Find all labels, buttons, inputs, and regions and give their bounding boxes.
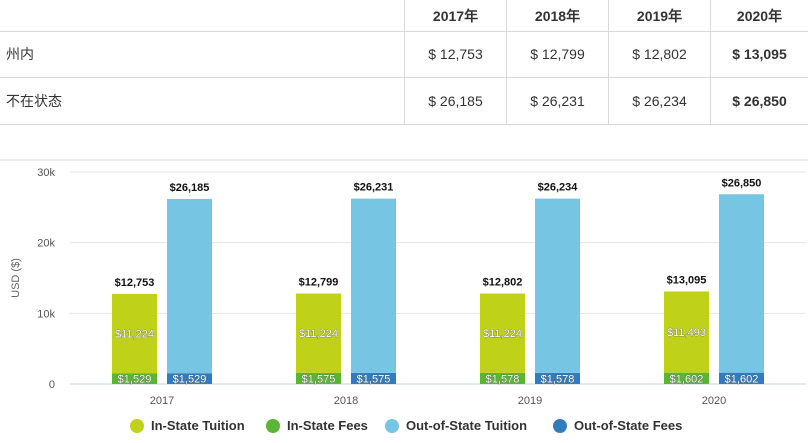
bar-segment-in-state-tuition bbox=[480, 293, 525, 373]
y-axis-label: USD ($) bbox=[10, 258, 22, 298]
y-tick-label: 20k bbox=[37, 238, 55, 250]
row-label: 州内 bbox=[6, 46, 34, 62]
data-label: $1,529 bbox=[118, 374, 152, 386]
data-label: $11,224 bbox=[115, 329, 154, 341]
chart-legend: In-State Tuition In-State Fees Out-of-St… bbox=[0, 418, 808, 442]
y-tick-label: 0 bbox=[49, 379, 55, 391]
data-label: $11,224 bbox=[483, 328, 522, 340]
total-label: $26,850 bbox=[722, 177, 762, 189]
bar-segment-in-state-fees bbox=[296, 372, 341, 384]
legend-marker bbox=[130, 418, 144, 433]
legend-marker bbox=[553, 418, 567, 433]
row-label: 不在状态 bbox=[6, 93, 62, 109]
data-label: $1,578 bbox=[486, 373, 520, 385]
total-label: $12,799 bbox=[299, 277, 339, 289]
column-divider bbox=[506, 0, 507, 124]
bar-segment-in-state-fees bbox=[112, 373, 157, 384]
data-label: $1,602 bbox=[725, 373, 759, 385]
table-row: 不在状态 $ 26,185 $ 26,231 $ 26,234 $ 26,850 bbox=[0, 78, 808, 125]
data-label: $1,602 bbox=[670, 373, 704, 385]
x-tick-label: 2018 bbox=[334, 395, 358, 407]
column-divider bbox=[710, 0, 711, 124]
tuition-bar-chart: 0 10k 20k 30k USD ($) 2017 $1,529 $11,224 $12,75… bbox=[0, 159, 808, 407]
bar-segment-in-state-fees bbox=[664, 372, 709, 384]
table-cell: $ 26,231 bbox=[530, 93, 585, 109]
table-cell: $ 13,095 bbox=[732, 46, 787, 62]
data-label: $1,529 bbox=[173, 374, 207, 386]
bar-segment-out-of-state-fees bbox=[167, 373, 212, 384]
total-label: $26,234 bbox=[538, 182, 579, 194]
table-row: 州内 $ 12,753 $ 12,799 $ 12,802 $ 13,095 bbox=[0, 31, 808, 78]
data-label: $1,578 bbox=[541, 373, 575, 385]
bar-segment-out-of-state-tuition bbox=[167, 198, 212, 374]
bar-segment-out-of-state-fees bbox=[535, 372, 580, 384]
legend-label: In-State Tuition bbox=[151, 418, 245, 433]
bar-segment-in-state-tuition bbox=[112, 293, 157, 374]
x-tick-label: 2020 bbox=[702, 395, 726, 407]
total-label: $13,095 bbox=[667, 274, 707, 286]
legend-item-in-state-fees[interactable]: In-State Fees bbox=[266, 418, 368, 433]
table-cell: $ 26,234 bbox=[632, 93, 687, 109]
column-divider bbox=[404, 0, 405, 124]
y-tick-label: 10k bbox=[37, 308, 55, 320]
total-label: $26,231 bbox=[354, 182, 394, 194]
bar-segment-out-of-state-tuition bbox=[719, 194, 764, 373]
bar-segment-out-of-state-tuition bbox=[535, 198, 580, 373]
table-cell: $ 12,802 bbox=[632, 46, 687, 62]
total-label: $12,753 bbox=[115, 277, 155, 289]
table-cell: $ 12,799 bbox=[530, 46, 585, 62]
bar-segment-in-state-tuition bbox=[296, 293, 341, 373]
table-cell: $ 26,185 bbox=[428, 93, 483, 109]
x-tick-label: 2019 bbox=[518, 395, 542, 407]
legend-label: Out-of-State Tuition bbox=[406, 418, 528, 433]
bar-segment-in-state-tuition bbox=[664, 291, 709, 373]
legend-label: In-State Fees bbox=[287, 418, 368, 433]
legend-item-out-of-state-fees[interactable]: Out-of-State Fees bbox=[553, 418, 682, 433]
legend-item-in-state-tuition[interactable]: In-State Tuition bbox=[130, 418, 245, 433]
bar-segment-out-of-state-tuition bbox=[351, 198, 396, 373]
bar-segment-out-of-state-fees bbox=[351, 372, 396, 384]
data-label: $1,575 bbox=[357, 373, 391, 385]
column-header: 2019年 bbox=[636, 7, 683, 24]
bar-segment-out-of-state-fees bbox=[719, 372, 764, 384]
legend-marker bbox=[385, 418, 399, 433]
column-header: 2017年 bbox=[432, 7, 479, 24]
y-tick-label: 30k bbox=[37, 167, 55, 179]
data-label: $1,575 bbox=[302, 373, 336, 385]
legend-label: Out-of-State Fees bbox=[574, 418, 683, 433]
table-cell: $ 26,850 bbox=[732, 93, 787, 109]
table-cell: $ 12,753 bbox=[428, 46, 483, 62]
total-label: $26,185 bbox=[170, 182, 210, 194]
column-divider bbox=[608, 0, 609, 124]
data-label: $11,224 bbox=[299, 328, 338, 340]
x-tick-label: 2017 bbox=[150, 395, 174, 407]
column-header: 2020年 bbox=[736, 7, 783, 24]
legend-marker bbox=[266, 418, 280, 433]
column-header: 2018年 bbox=[534, 7, 581, 24]
bar-segment-in-state-fees bbox=[480, 372, 525, 384]
legend-item-out-of-state-tuition[interactable]: Out-of-State Tuition bbox=[385, 418, 527, 433]
data-label: $11,493 bbox=[667, 327, 706, 339]
total-label: $12,802 bbox=[483, 277, 523, 289]
